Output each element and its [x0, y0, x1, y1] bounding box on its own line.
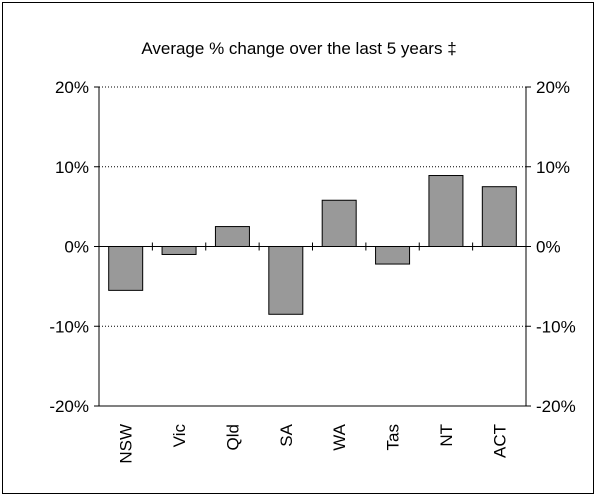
bar-nt — [428, 175, 464, 248]
gridlines — [99, 86, 526, 327]
category-label-act: ACT — [490, 424, 509, 458]
y-tick-labels-left: 20% 10% 0% -10% -20% — [49, 78, 89, 416]
y-tick-label-left: 0% — [64, 238, 89, 257]
category-label-tas: Tas — [384, 424, 403, 450]
bar-wa — [321, 199, 357, 247]
bar-qld — [214, 226, 250, 247]
category-label-qld: Qld — [223, 424, 242, 450]
category-label-nsw: NSW — [117, 424, 136, 464]
bar-vic — [161, 246, 197, 255]
y-tick-label-right: -20% — [536, 397, 576, 416]
bar-sa — [268, 246, 304, 315]
bars — [108, 175, 517, 315]
category-label-nt: NT — [437, 424, 456, 447]
category-labels: NSW Vic Qld SA WA Tas NT ACT — [117, 423, 510, 463]
y-tick-label-right: 10% — [536, 158, 570, 177]
category-label-wa: WA — [330, 423, 349, 450]
y-tick-label-right: 20% — [536, 78, 570, 97]
category-label-sa: SA — [277, 423, 296, 446]
axes — [94, 86, 531, 407]
bar-act — [481, 186, 517, 247]
bar-chart: Average % change over the last 5 years ‡… — [49, 39, 576, 464]
bar-nsw — [108, 246, 144, 291]
y-tick-label-left: 20% — [55, 78, 89, 97]
bar-tas — [375, 246, 411, 265]
chart-title: Average % change over the last 5 years ‡ — [141, 39, 456, 58]
y-tick-label-right: -10% — [536, 317, 576, 336]
y-tick-label-left: 10% — [55, 158, 89, 177]
y-tick-label-left: -20% — [49, 397, 89, 416]
category-label-vic: Vic — [170, 424, 189, 448]
y-tick-labels-right: 20% 10% 0% -10% -20% — [536, 78, 576, 416]
y-tick-label-right: 0% — [536, 238, 561, 257]
y-tick-label-left: -10% — [49, 317, 89, 336]
